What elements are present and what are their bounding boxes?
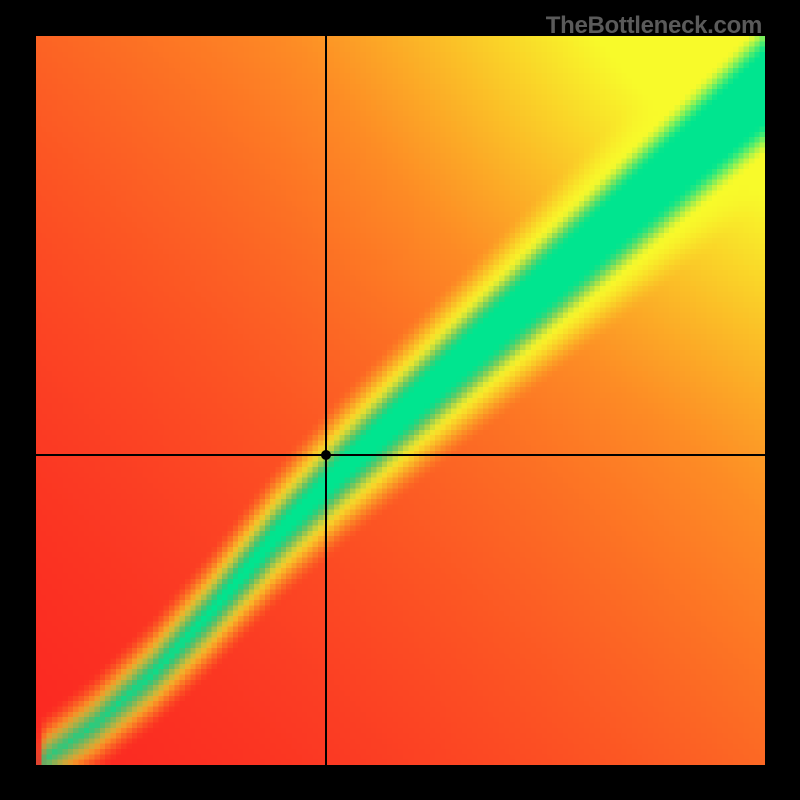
watermark-text: TheBottleneck.com <box>546 12 762 40</box>
crosshair-vertical <box>325 36 327 765</box>
crosshair-horizontal <box>36 454 765 456</box>
bottleneck-heatmap <box>36 36 765 765</box>
